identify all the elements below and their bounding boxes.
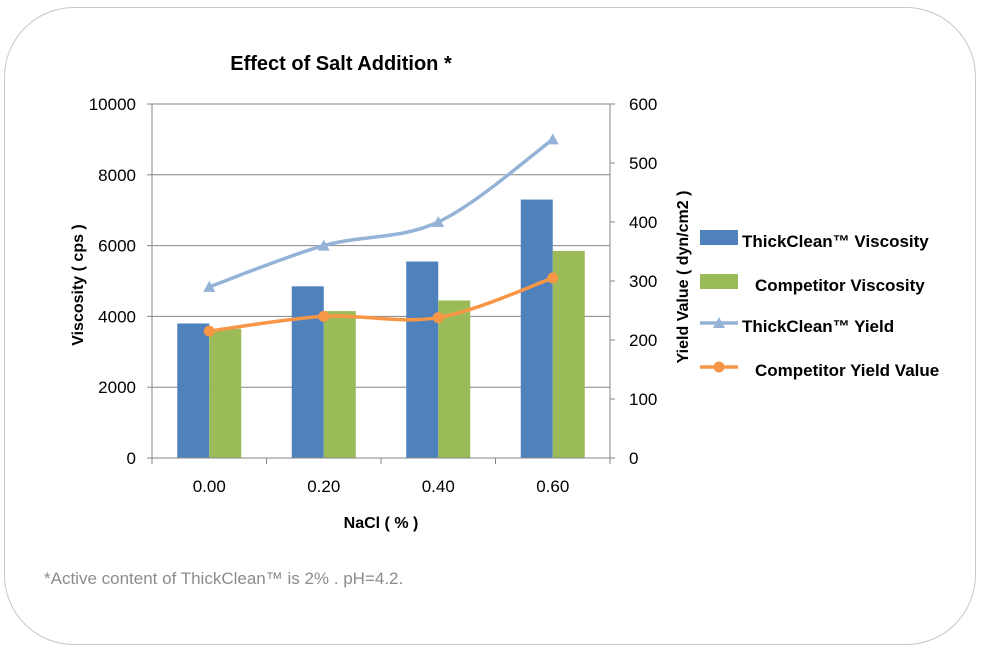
bar bbox=[520, 199, 553, 458]
series-line bbox=[208, 137, 554, 289]
y-tick-label: 2000 bbox=[98, 378, 136, 397]
legend-label: Competitor Viscosity bbox=[755, 276, 925, 295]
chart-frame bbox=[4, 7, 976, 645]
y-tick-label: 4000 bbox=[98, 307, 136, 326]
point bbox=[713, 361, 725, 373]
axes bbox=[147, 103, 615, 464]
legend: ThickClean™ Viscosity Competitor Viscosit… bbox=[700, 230, 939, 380]
legend-swatch bbox=[700, 274, 738, 289]
bar bbox=[209, 328, 242, 458]
point bbox=[713, 317, 725, 328]
legend-swatch bbox=[700, 230, 738, 245]
y2-tick-label: 100 bbox=[629, 390, 657, 409]
y-tick-label: 6000 bbox=[98, 237, 136, 256]
y-tick-label: 8000 bbox=[98, 166, 136, 185]
tick-labels: 0 2000 4000 6000 8000 10000 0 100 200 300 400 500 60… bbox=[89, 95, 658, 496]
legend-label: ThickClean™ Viscosity bbox=[742, 232, 929, 251]
series-line bbox=[209, 276, 554, 333]
y2-tick-label: 300 bbox=[629, 272, 657, 291]
legend-label: ThickClean™ Yield bbox=[742, 317, 894, 336]
point bbox=[317, 239, 330, 251]
point bbox=[547, 272, 559, 284]
point bbox=[432, 312, 444, 324]
footnote: *Active content of ThickClean™ is 2% . p… bbox=[44, 569, 404, 588]
bar bbox=[323, 311, 356, 458]
bar bbox=[406, 261, 439, 458]
x-axis-label: NaCl ( % ) bbox=[344, 515, 419, 532]
y2-tick-label: 200 bbox=[629, 331, 657, 350]
point bbox=[546, 133, 559, 145]
y2-tick-label: 600 bbox=[629, 95, 657, 114]
bar bbox=[552, 250, 585, 458]
bar bbox=[291, 286, 324, 458]
y2-axis-label: Yield Value ( dyn/cm2 ) bbox=[675, 191, 692, 364]
point bbox=[432, 216, 445, 227]
chart-title: Effect of Salt Addition * bbox=[230, 53, 452, 75]
x-tick-label: 0.60 bbox=[536, 477, 569, 496]
bar bbox=[177, 323, 210, 458]
y-tick-label: 10000 bbox=[89, 95, 136, 114]
legend-label: Competitor Yield Value bbox=[755, 361, 939, 380]
point bbox=[203, 280, 216, 292]
series-lines bbox=[203, 133, 559, 337]
bar bbox=[438, 300, 471, 458]
x-tick-label: 0.40 bbox=[422, 477, 455, 496]
y-axis-label: Viscosity ( cps ) bbox=[70, 224, 87, 346]
x-tick-label: 0.20 bbox=[307, 477, 340, 496]
y2-tick-label: 400 bbox=[629, 213, 657, 232]
bars bbox=[177, 199, 585, 458]
point bbox=[203, 325, 215, 337]
point bbox=[318, 310, 330, 322]
y2-tick-label: 0 bbox=[629, 449, 638, 468]
y2-tick-label: 500 bbox=[629, 154, 657, 173]
x-tick-label: 0.00 bbox=[193, 477, 226, 496]
y-tick-label: 0 bbox=[127, 449, 136, 468]
